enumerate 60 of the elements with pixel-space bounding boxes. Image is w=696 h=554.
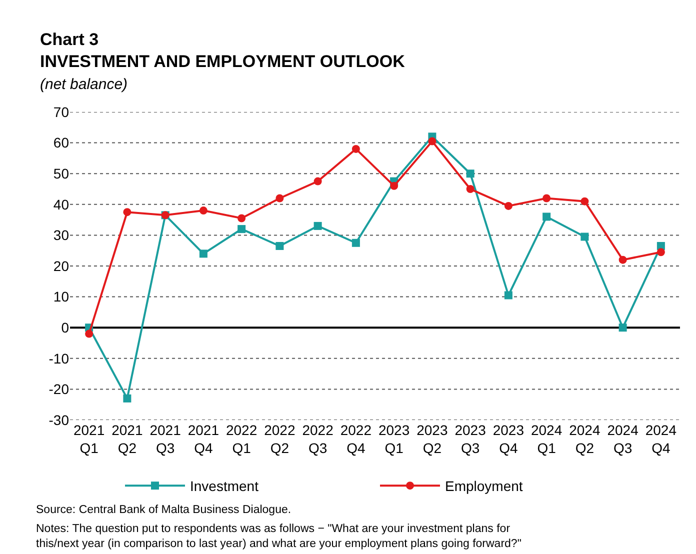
point (238, 225, 246, 234)
point (276, 194, 284, 202)
x-tick-label: 2024 Q2 (569, 422, 600, 456)
point (199, 250, 208, 258)
y-tick-label: -30 (48, 412, 70, 428)
x-tick-label: 2022 Q2 (264, 422, 296, 456)
y-axis-title: (net balance) (40, 76, 128, 93)
point (656, 248, 665, 256)
point (580, 197, 589, 206)
x-tick-label: 2024 Q3 (607, 422, 639, 456)
legend-label: Investment (190, 478, 259, 494)
point (618, 256, 627, 264)
y-tick-label: 30 (53, 227, 70, 244)
point (428, 137, 436, 146)
point (466, 170, 474, 178)
y-tick-label: 10 (53, 288, 70, 305)
y-tick-label: 40 (53, 196, 70, 212)
point (238, 214, 246, 222)
y-tick-label: -20 (48, 381, 70, 398)
x-tick-label: 2024 Q1 (530, 422, 562, 456)
y-tick-label: 60 (53, 134, 70, 151)
x-tick-label: 2022 Q3 (302, 422, 334, 456)
x-tick-label: 2021 Q2 (112, 422, 143, 456)
point (504, 291, 512, 300)
point (580, 232, 589, 241)
point (123, 208, 132, 216)
point (390, 182, 398, 190)
legend-label: Employment (445, 478, 523, 494)
y-tick-label: 70 (53, 104, 70, 120)
x-tick-label: 2023 Q3 (454, 422, 486, 456)
point (352, 238, 360, 247)
y-tick-label: 50 (53, 166, 70, 182)
x-tick-label: 2022 Q4 (340, 422, 372, 456)
x-tick-label: 2021 Q1 (73, 422, 105, 456)
source-note: Source: Central Bank of Malta Business Dialogue. (36, 504, 292, 516)
point (314, 222, 322, 230)
y-tick-label: 20 (53, 258, 70, 274)
point (542, 212, 551, 221)
chart-title: Chart 3 (40, 30, 99, 49)
y-tick-label: 0 (61, 320, 70, 336)
x-tick-label: 2023 Q2 (416, 422, 448, 456)
y-tick-label: -10 (48, 350, 70, 366)
point (85, 330, 94, 338)
point (352, 144, 360, 153)
x-tick-label: 2021 Q3 (150, 422, 182, 456)
point (314, 177, 322, 186)
point (618, 324, 627, 332)
x-tick-label: 2024 Q4 (645, 422, 677, 456)
point (276, 242, 284, 250)
point (466, 185, 474, 193)
x-tick-label: 2023 Q1 (378, 422, 410, 456)
x-tick-label: 2022 Q1 (226, 422, 258, 456)
point (123, 394, 132, 402)
chart-subtitle: INVESTMENT AND EMPLOYMENT OUTLOOK (40, 52, 406, 71)
x-tick-label: 2021 Q4 (188, 422, 220, 456)
text: Notes: The question put to respondents was as follows − "What are your investment plans for this/next year (in comparison to last year) and what are your employment plans going forward?" (36, 523, 522, 550)
point (542, 194, 551, 202)
point (504, 202, 512, 210)
x-tick-label: 2023 Q4 (492, 422, 524, 456)
point (199, 206, 208, 215)
